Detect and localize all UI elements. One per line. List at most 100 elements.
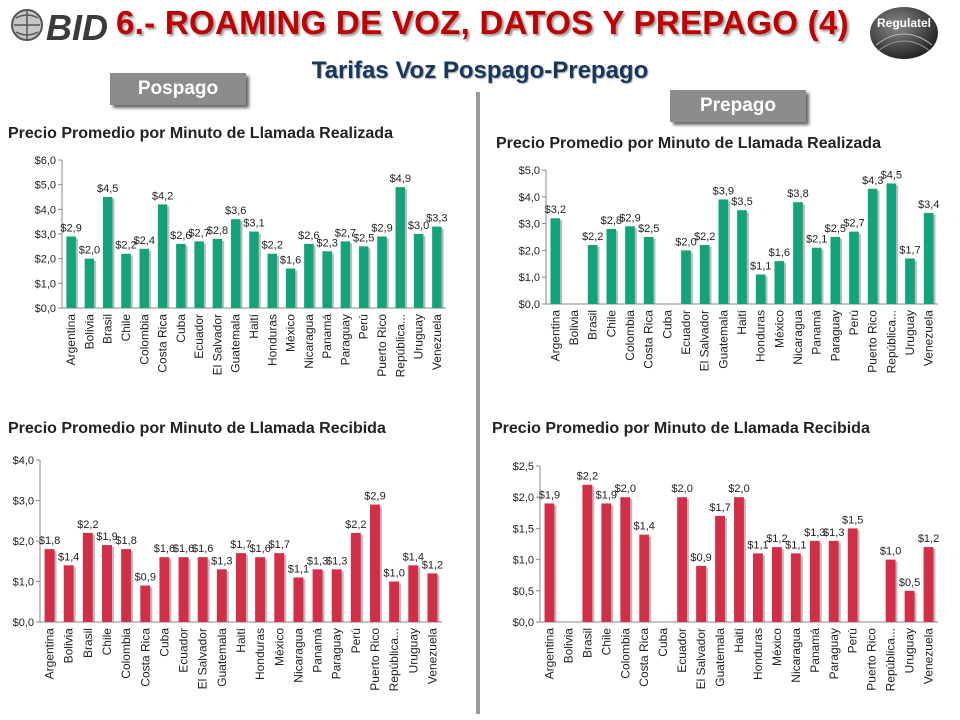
bar-shadow bbox=[592, 486, 595, 622]
data-label: $4,9 bbox=[390, 173, 411, 185]
bar-shadow bbox=[207, 559, 210, 622]
x-tick-label: Brasil bbox=[81, 628, 95, 658]
bar bbox=[905, 258, 915, 304]
data-label: $4,5 bbox=[97, 183, 118, 195]
bar bbox=[639, 534, 650, 622]
bar bbox=[255, 557, 266, 622]
bar-shadow bbox=[130, 255, 133, 308]
bar-shadow bbox=[73, 567, 76, 622]
bar-shadow bbox=[649, 536, 652, 622]
data-label: $1,6 bbox=[249, 543, 270, 555]
x-tick-label: Argentina bbox=[64, 314, 78, 366]
bar-shadow bbox=[94, 260, 97, 308]
bar-shadow bbox=[819, 542, 822, 622]
bar bbox=[681, 250, 691, 304]
data-label: $2,1 bbox=[806, 234, 827, 246]
x-tick-label: Nicaragua bbox=[291, 628, 305, 683]
page-subtitle: Tarifas Voz Pospago-Prepago bbox=[311, 57, 649, 84]
bar-shadow bbox=[188, 559, 191, 622]
x-tick-label: Costa Rica bbox=[637, 628, 651, 687]
data-label: $1,3 bbox=[326, 555, 347, 567]
bar bbox=[771, 547, 782, 622]
x-tick-label: Chile bbox=[599, 628, 613, 656]
data-label: $1,2 bbox=[766, 533, 787, 545]
x-tick-label: Ecuador bbox=[679, 310, 693, 355]
bar-shadow bbox=[75, 238, 78, 308]
data-label: $1,6 bbox=[173, 543, 194, 555]
bar-shadow bbox=[724, 517, 727, 622]
data-label: $1,0 bbox=[383, 568, 404, 580]
data-label: $1,1 bbox=[750, 261, 771, 273]
data-label: $3,8 bbox=[787, 188, 808, 200]
bar bbox=[212, 238, 223, 308]
bar bbox=[157, 204, 168, 308]
bar-shadow bbox=[858, 233, 861, 304]
data-label: $2,7 bbox=[843, 218, 864, 230]
bar bbox=[293, 577, 304, 622]
x-tick-label: Venezuela bbox=[922, 628, 936, 684]
section-divider bbox=[476, 92, 480, 714]
y-tick-label: $4,0 bbox=[519, 192, 540, 204]
bar-shadow bbox=[611, 505, 614, 622]
x-tick-label: Haití bbox=[732, 627, 746, 652]
y-tick-label: $1,0 bbox=[513, 555, 534, 567]
bar-shadow bbox=[265, 559, 268, 622]
y-tick-label: $4,0 bbox=[35, 204, 56, 216]
data-label: $2,0 bbox=[79, 245, 100, 257]
data-label: $1,1 bbox=[785, 539, 806, 551]
data-label: $1,7 bbox=[269, 539, 290, 551]
x-tick-label: Bolivia bbox=[62, 628, 76, 664]
y-tick-label: $3,0 bbox=[35, 229, 56, 241]
x-tick-label: Paraguay bbox=[330, 628, 344, 679]
x-tick-label: Puerto Rico bbox=[368, 628, 382, 691]
x-tick-label: Paraguay bbox=[338, 314, 352, 365]
data-label: $4,2 bbox=[152, 190, 173, 202]
bar bbox=[625, 226, 635, 304]
bar-shadow bbox=[405, 189, 408, 308]
y-tick-label: $1,0 bbox=[519, 272, 540, 284]
x-tick-label: Guatemala bbox=[215, 628, 229, 687]
x-tick-label: Brasil bbox=[101, 314, 115, 344]
data-label: $1,3 bbox=[211, 555, 232, 567]
chart-title-prepago-realizada: Precio Promedio por Minuto de Llamada Re… bbox=[496, 135, 881, 152]
bar-shadow bbox=[914, 260, 917, 304]
data-label: $4,5 bbox=[881, 169, 902, 181]
bar-shadow bbox=[277, 255, 280, 308]
data-label: $2,9 bbox=[619, 212, 640, 224]
chart-pospago-recibida: $0,0 $1,0 $2,0 $3,0 $4,0 $1,8 Argentina $1,4 Bol… bbox=[13, 455, 444, 691]
x-tick-label: Nicaragua bbox=[302, 314, 316, 369]
x-tick-label: Honduras bbox=[751, 628, 765, 680]
bar-shadow bbox=[554, 505, 557, 622]
bar-shadow bbox=[821, 249, 824, 304]
bar-shadow bbox=[687, 499, 690, 622]
bar bbox=[755, 274, 766, 304]
bar bbox=[102, 545, 112, 622]
bar-shadow bbox=[322, 571, 325, 622]
data-label: $1,0 bbox=[880, 546, 901, 558]
bar-shadow bbox=[331, 253, 334, 308]
x-tick-label: Argentina bbox=[43, 628, 57, 680]
x-tick-label: Puerto Rico bbox=[866, 310, 880, 373]
data-label: $1,8 bbox=[115, 535, 136, 547]
bar bbox=[331, 569, 342, 622]
x-tick-label: Haití bbox=[247, 313, 261, 338]
x-tick-label: Chile bbox=[100, 628, 114, 656]
data-label: $1,1 bbox=[747, 539, 768, 551]
data-label: $3,5 bbox=[731, 196, 752, 208]
bar bbox=[677, 497, 688, 622]
x-tick-label: Puerto Rico bbox=[865, 628, 879, 691]
data-label: $2,2 bbox=[262, 240, 283, 252]
data-label: $2,2 bbox=[582, 231, 603, 243]
x-tick-label: El Salvador bbox=[210, 314, 224, 375]
bar-shadow bbox=[653, 239, 656, 304]
x-tick-label: Brasil bbox=[586, 310, 600, 340]
bar-shadow bbox=[765, 276, 768, 304]
chart-title-prepago-recibida: Precio Promedio por Minuto de Llamada Re… bbox=[492, 420, 870, 437]
bar bbox=[236, 553, 246, 622]
badge-text: Regulatel bbox=[877, 16, 931, 30]
y-tick-label: $0,0 bbox=[513, 617, 534, 629]
bar-shadow bbox=[728, 201, 731, 304]
chart-title-pospago-realizada: Precio Promedio por Minuto de Llamada Re… bbox=[8, 125, 393, 142]
bar bbox=[159, 557, 170, 622]
bar bbox=[139, 248, 150, 308]
